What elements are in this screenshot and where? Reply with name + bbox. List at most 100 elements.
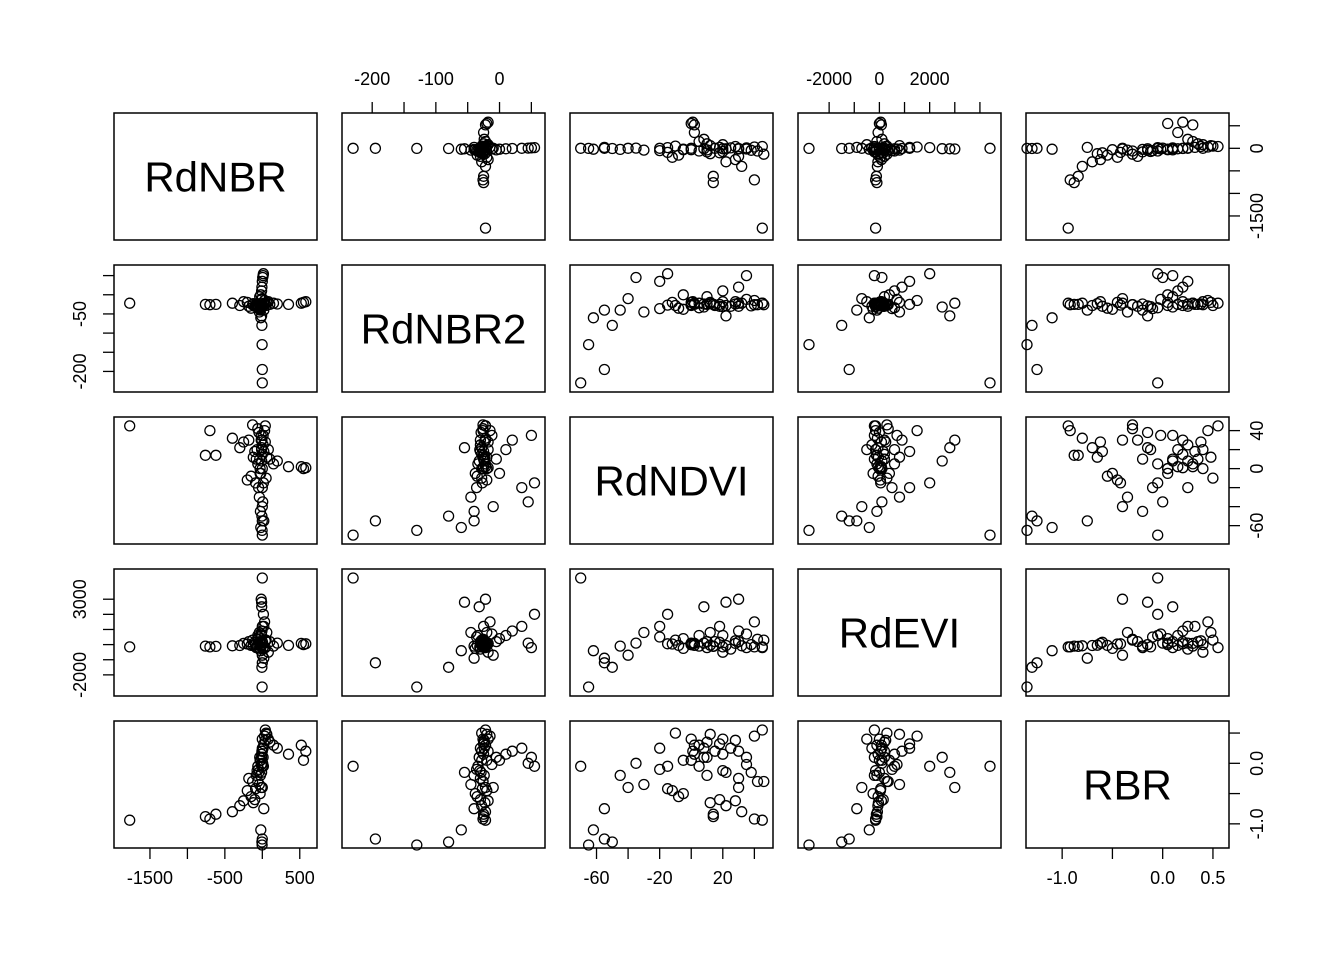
point-RdNDVI-RBR-2 [1064,424,1076,437]
point-RdNBR2-RdEVI-45 [896,281,908,293]
point-RBR-RdNBR2-41 [479,739,492,751]
point-RdNDVI-RBR-50 [1141,426,1154,439]
point-RdNBR2-RdNDVI-47 [630,271,642,284]
point-RdNDVI-RdNBR-37 [271,455,283,467]
tick-label: 2000 [910,69,950,89]
point-RBR-RdNBR2-33 [481,728,493,740]
point-RdEVI-RBR-54 [1081,652,1093,664]
point-RdEVI-RBR-50 [1141,638,1154,651]
point-RdNBR-RdNDVI-25 [575,142,587,154]
point-RdNDVI-RdNBR-53 [254,467,266,480]
point-RBR-RdNBR2-46 [516,742,528,754]
point-RBR-RdNDVI-10 [758,775,770,788]
point-RdNBR2-RdNDVI-56 [704,297,716,310]
point-RdNBR2-RdNBR-40 [300,296,312,308]
point-RdEVI-RBR-3 [1072,640,1084,653]
point-RdNBR-RBR-29 [1189,141,1201,154]
point-RBR-RdNBR2-20 [458,766,471,779]
point-RdNBR-RdEVI-59 [869,145,882,158]
point-RdEVI-RdNBR2-54 [468,652,480,664]
point-RdNDVI-RBR-46 [1182,481,1194,494]
point-RBR-RdEVI-56 [872,797,885,809]
panel-frame [113,416,318,545]
point-RdEVI-RdNDVI-21 [698,601,710,613]
point-RdNDVI-RdNBR2-6 [482,436,494,448]
point-RdNBR-RBR-22 [1026,142,1038,155]
point-RBR-RdNBR-58 [259,734,271,746]
point-RdNBR2-RdNDVI-49 [661,268,674,280]
point-RdNBR-RdEVI-24 [843,142,855,154]
point-RdNBR-RdNBR2-39 [481,117,493,130]
point-RdEVI-RBR-18 [1046,645,1058,657]
point-RdEVI-RdNDVI-10 [758,634,770,646]
point-RdNBR-RBR-11 [1096,147,1109,159]
point-RdEVI-RBR-55 [1126,633,1139,645]
point-RdNDVI-RBR-19 [1116,434,1129,446]
tick-label: 20 [713,868,733,888]
point-RdEVI-RdNDVI-2 [748,641,761,653]
panel-RdNBR-vs-RdNDVI [569,112,774,241]
point-RdNBR-RdEVI-49 [924,141,936,154]
panel-frame [113,568,318,697]
panel-frame [113,264,318,393]
point-RdNBR-RdEVI-21 [936,143,948,155]
point-RdNBR2-RBR-25 [1152,377,1164,389]
tick-label: -2000 [70,652,90,698]
point-RdNBR2-RdNDVI-40 [687,296,699,308]
point-RdEVI-RdNBR-0 [124,641,136,653]
tick-label: -1500 [127,868,173,888]
panel-frame [797,720,1002,849]
point-RBR-RdNDVI-48 [740,751,753,763]
tick-label: -1.0 [1047,868,1078,888]
point-RBR-RdNBR2-52 [487,781,499,794]
point-RBR-RdNBR2-40 [482,745,494,757]
point-RdNBR-RdEVI-22 [836,142,848,155]
point-RdNBR2-RBR-29 [1189,298,1201,311]
point-RdEVI-RdNBR-23 [256,681,268,693]
point-RBR-RdNBR2-56 [479,797,491,809]
point-RBR-RdNDVI-55 [751,775,764,788]
panel-RdNBR-vs-RdNBR: RdNBR [113,112,318,241]
point-RdNBR-RBR-58 [1195,140,1207,153]
point-RdNBR2-RdNDVI-58 [729,298,742,310]
point-RdNBR2-RBR-55 [1126,299,1139,311]
point-RBR-RdEVI-18 [863,824,875,836]
point-RdNDVI-RdNBR2-20 [458,442,471,454]
point-RdEVI-RdNDVI-18 [587,645,600,657]
point-RdNBR-RBR-31 [1212,140,1224,153]
axis-right-rdnbr: -1500 0 [1229,125,1267,239]
point-RBR-RdNDVI-32 [669,727,682,739]
panel-RdNBR2-vs-RdNDVI [569,264,774,393]
point-RdNDVI-RBR-45 [1177,434,1189,446]
point-RBR-RdEVI-59 [869,764,882,777]
point-RdNDVI-RBR-25 [1152,529,1164,541]
tick-label: -2000 [806,69,852,89]
point-RdNBR2-RdNDVI-23 [582,338,595,351]
point-RdNBR-RdNDVI-57 [661,146,674,159]
point-RdEVI-RdNDVI-34 [717,646,729,658]
point-RdNBR2-RdNDVI-31 [756,297,768,309]
point-RdNBR2-RdEVI-21 [936,301,948,313]
point-RdNBR2-RBR-52 [1116,292,1129,305]
point-RdNBR2-RdNBR-4 [226,297,239,309]
panel-frame [569,264,774,393]
point-RdNDVI-RdNBR-58 [259,436,271,448]
point-RBR-RdNDVI-45 [732,745,745,757]
point-RdEVI-RBR-24 [1031,657,1043,669]
point-RdNBR2-RBR-24 [1031,363,1043,376]
point-RdEVI-RdNBR-21 [256,601,268,613]
panel-RdNDVI-vs-RdNBR2 [341,416,546,545]
panel-RdEVI-vs-RBR [1021,568,1230,697]
point-RdNBR2-RdEVI-23 [803,338,815,351]
point-RBR-RdNBR2-54 [468,803,480,815]
point-RdNDVI-RBR-33 [1205,451,1217,463]
point-RdNBR-RdEVI-51 [891,143,903,155]
tick-label: -60 [584,868,610,888]
point-RdNBR-RdNBR2-40 [482,116,494,128]
point-RdNDVI-RdEVI-18 [863,521,875,534]
point-RdNBR-RdNDVI-52 [622,142,634,154]
point-RdNDVI-RBR-59 [1144,443,1157,456]
point-RdNBR2-RBR-23 [1021,338,1033,351]
point-RBR-RdNBR2-55 [477,775,489,788]
point-RdNBR-RBR-18 [1046,143,1058,155]
